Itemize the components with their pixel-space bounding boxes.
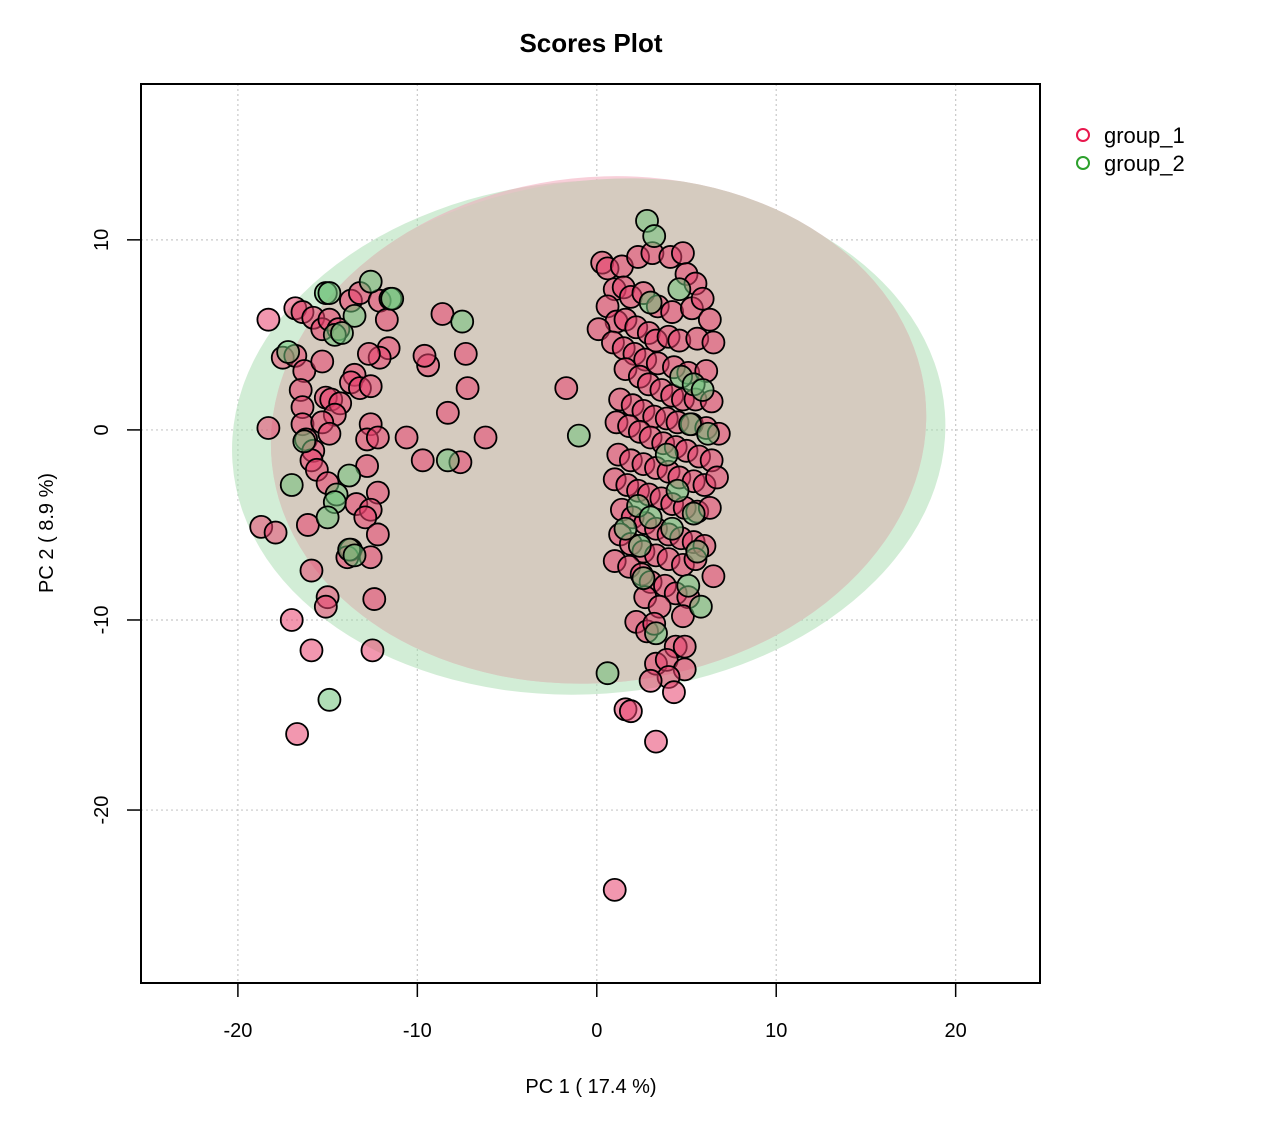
point-group-2-14 [337, 463, 362, 488]
point-group-2-41 [688, 594, 713, 619]
point-group-1-192 [602, 877, 627, 902]
point-group-2-4 [380, 286, 405, 311]
point-group-1-50 [473, 425, 498, 450]
point-group-1-64 [279, 608, 304, 632]
confidence-ellipses [232, 176, 946, 695]
point-group-1-24 [310, 349, 335, 374]
point-group-1-0 [256, 307, 281, 332]
point-group-1-62 [295, 513, 320, 537]
y-tick-label-1: -10 [91, 606, 113, 635]
point-group-1-190 [618, 699, 643, 724]
point-group-1-87 [690, 286, 715, 311]
legend-label-group-2: group_2 [1104, 151, 1185, 176]
legend-item-group-2[interactable]: group_2 [1076, 151, 1185, 176]
point-group-1-51 [554, 376, 579, 401]
point-group-1-46 [435, 400, 460, 425]
point-group-2-24 [638, 290, 663, 315]
point-group-2-35 [660, 516, 685, 541]
point-group-1-39 [365, 425, 390, 450]
point-group-2-39 [631, 566, 656, 591]
y-axis-ticks: -20 -10 0 10 [91, 229, 141, 825]
point-group-1-70 [285, 722, 310, 746]
point-group-2-10 [292, 429, 317, 454]
point-group-2-1 [317, 281, 342, 305]
point-group-1-98 [701, 330, 726, 355]
point-group-1-77 [671, 241, 695, 266]
legend-item-group-1[interactable]: group_1 [1076, 123, 1185, 148]
point-group-2-2 [358, 269, 383, 294]
point-group-1-67 [362, 587, 387, 611]
point-group-1-13 [356, 341, 381, 366]
point-group-1-42 [410, 448, 435, 473]
point-group-2-38 [627, 533, 652, 558]
point-group-2-8 [276, 340, 301, 364]
point-group-1-17 [358, 374, 383, 399]
data-points [249, 208, 731, 902]
point-group-1-187 [638, 668, 663, 693]
point-group-2-43 [595, 661, 620, 686]
point-group-1-44 [412, 343, 437, 368]
x-axis-ticks: -20 -10 0 10 20 [223, 983, 967, 1042]
point-group-2-20 [317, 687, 342, 712]
ellipse-overlap [270, 176, 927, 684]
point-group-1-142 [705, 465, 729, 490]
point-group-1-88 [697, 307, 722, 332]
legend: group_1 group_2 [1076, 123, 1185, 176]
point-group-1-69 [360, 638, 385, 663]
point-group-2-42 [644, 621, 668, 646]
point-group-2-40 [676, 573, 701, 598]
y-tick-label-0: -20 [91, 796, 113, 825]
x-tick-label-2: 0 [591, 1020, 602, 1042]
y-axis-label: PC 2 ( 8.9 %) [36, 473, 58, 593]
point-group-1-56 [365, 522, 390, 547]
x-tick-label-0: -20 [223, 1020, 252, 1042]
y-tick-label-3: 10 [91, 229, 113, 251]
point-group-1-48 [455, 376, 480, 401]
point-group-1-61 [263, 520, 288, 545]
point-group-2-29 [696, 421, 720, 446]
chart-title: Scores Plot [519, 28, 662, 58]
point-group-1-68 [299, 638, 324, 663]
x-tick-label-3: 10 [765, 1020, 787, 1042]
point-group-2-11 [279, 473, 304, 497]
point-group-1-30 [317, 421, 342, 446]
point-group-2-18 [435, 448, 460, 473]
point-group-1-55 [353, 505, 378, 530]
y-tick-label-2: 0 [91, 424, 113, 435]
point-group-2-22 [642, 224, 667, 248]
x-tick-label-4: 20 [945, 1020, 967, 1042]
point-group-2-34 [681, 501, 706, 526]
x-axis-label: PC 1 ( 17.4 %) [525, 1076, 656, 1098]
legend-marker-group-2-icon [1076, 156, 1090, 170]
point-group-1-40 [394, 425, 419, 450]
point-group-1-10 [374, 307, 399, 332]
point-group-1-188 [662, 680, 686, 705]
point-group-2-37 [685, 539, 710, 564]
point-group-2-19 [566, 423, 591, 448]
point-group-2-27 [690, 378, 715, 402]
point-group-1-45 [430, 302, 455, 326]
point-group-1-47 [453, 341, 478, 366]
point-group-2-9 [450, 309, 475, 334]
point-group-1-66 [313, 594, 338, 619]
point-group-1-191 [644, 729, 668, 754]
point-group-1-167 [701, 564, 726, 589]
x-tick-label-1: -10 [403, 1020, 432, 1042]
point-group-1-63 [299, 558, 324, 583]
point-group-2-33 [638, 505, 663, 530]
point-group-1-85 [660, 300, 685, 324]
legend-label-group-1: group_1 [1104, 123, 1185, 148]
point-group-2-15 [315, 505, 340, 530]
point-group-2-23 [667, 277, 692, 302]
plot-frame [140, 83, 1041, 984]
legend-marker-group-1-icon [1076, 128, 1090, 142]
point-group-2-30 [654, 442, 679, 467]
point-group-2-7 [330, 321, 354, 345]
point-group-2-36 [613, 516, 638, 541]
point-group-2-17 [342, 543, 367, 568]
point-group-2-31 [665, 478, 690, 503]
point-group-2-5 [342, 303, 367, 328]
point-group-1-36 [256, 416, 281, 440]
